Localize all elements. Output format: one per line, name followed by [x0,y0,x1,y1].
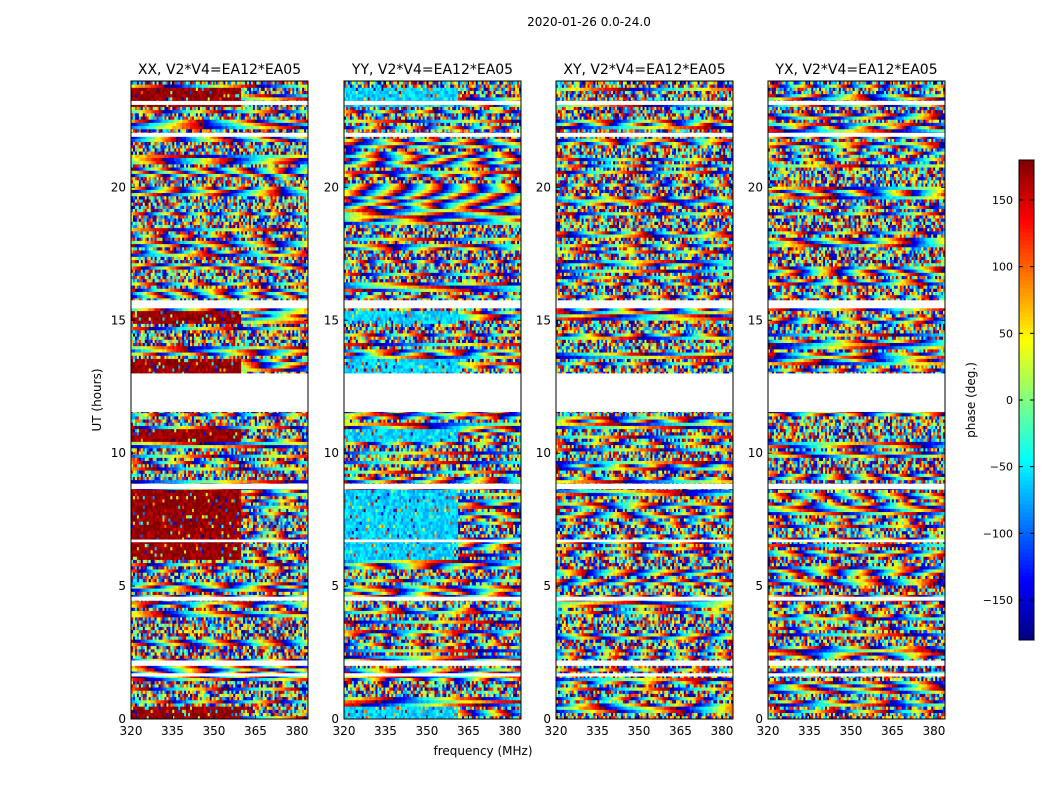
panel-3: XY, V2*V4=EA12*EA05 320 335 350 365 380 0 5 10 15… [536,62,734,738]
flagged-gap-7 [556,300,733,308]
flagged-gap-7 [768,300,945,308]
x-tick-label: 335 [798,724,821,738]
flagged-gap-3 [131,597,308,601]
flagged-gap-1 [556,673,733,676]
y-tick-label: 15 [536,313,551,327]
flagged-gap-2 [768,661,945,666]
x-tick-label: 350 [203,724,226,738]
x-tick-label: 365 [244,724,267,738]
panel-1: XX, V2*V4=EA12*EA05 320 335 350 365 380 0 5 10 15… [111,62,309,738]
y-tick-label: 10 [111,446,126,460]
flagged-gap-1 [768,673,945,676]
y-tick-label: 0 [755,712,763,726]
y-tick-label: 15 [111,313,126,327]
flagged-gap-1 [344,673,521,676]
x-tick-label: 365 [669,724,692,738]
x-tick-label: 365 [881,724,904,738]
flagged-gap-5 [131,484,308,489]
y-tick-label: 15 [748,313,763,327]
flagged-gap-7 [344,300,521,308]
colorbar-label: phase (deg.) [964,362,978,438]
flagged-gap-6 [344,373,521,412]
x-tick-label: 335 [374,724,397,738]
y-tick-label: 20 [748,180,763,194]
flagged-gap-8 [556,133,733,137]
y-tick-label: 20 [536,180,551,194]
flagged-gap-6 [556,373,733,412]
x-axis-label: frequency (MHz) [433,744,532,758]
colorbar-tick-label: 0 [1006,394,1013,407]
flagged-gap-9 [131,101,308,105]
x-tick-label: 380 [710,724,733,738]
colorbar-tick-label: 50 [999,327,1013,340]
figure-title: 2020-01-26 0.0-24.0 [527,15,651,29]
flagged-gap-8 [344,133,521,137]
colorbar-tick-label: 150 [992,194,1013,207]
y-tick-label: 15 [324,313,339,327]
y-tick-label: 20 [111,180,126,194]
y-tick-label: 5 [755,579,763,593]
x-tick-label: 380 [922,724,945,738]
y-tick-label: 10 [748,446,763,460]
flagged-gap-3 [768,597,945,601]
colorbar-tick-label: −100 [983,527,1013,540]
y-tick-label: 0 [543,712,551,726]
x-tick-label: 335 [161,724,184,738]
y-tick-label: 5 [543,579,551,593]
y-tick-label: 5 [331,579,339,593]
panel-2-title: YY, V2*V4=EA12*EA05 [351,62,513,78]
x-tick-label: 380 [498,724,521,738]
panel-1-title: XX, V2*V4=EA12*EA05 [138,62,301,78]
y-tick-label: 20 [324,180,339,194]
colorbar-tick-label: 100 [992,261,1013,274]
x-tick-label: 380 [285,724,308,738]
flagged-gap-2 [344,661,521,666]
panels: XX, V2*V4=EA12*EA05 320 335 350 365 380 0 5 10 15… [111,62,946,738]
flagged-gap-5 [344,484,521,489]
flagged-gap-4 [344,540,521,543]
colorbar-tick-label: −50 [990,461,1013,474]
x-tick-label: 365 [457,724,480,738]
flagged-gap-4 [131,540,308,543]
x-tick-label: 320 [333,724,356,738]
y-tick-label: 10 [324,446,339,460]
flagged-gap-5 [768,484,945,489]
flagged-gap-9 [768,101,945,105]
flagged-gap-4 [556,540,733,543]
panel-4: YX, V2*V4=EA12*EA05 320 335 350 365 380 0 5 10 15… [748,62,946,738]
colorbar: 150 100 50 0 −50 −100 −150 phase (deg.) [964,160,1034,641]
flagged-gap-6 [131,373,308,412]
x-tick-label: 350 [840,724,863,738]
flagged-gap-8 [131,133,308,137]
y-axis-label: UT (hours) [90,368,104,431]
panel-4-title: YX, V2*V4=EA12*EA05 [774,62,937,78]
y-tick-label: 10 [536,446,551,460]
flagged-gap-9 [556,101,733,105]
flagged-gap-4 [768,540,945,543]
flagged-gap-8 [768,133,945,137]
x-tick-label: 335 [586,724,609,738]
panel-3-title: XY, V2*V4=EA12*EA05 [563,62,725,78]
y-tick-label: 0 [331,712,339,726]
flagged-gap-2 [131,661,308,666]
x-tick-label: 320 [545,724,568,738]
flagged-gap-3 [344,597,521,601]
figure: 2020-01-26 0.0-24.0 frequency (MHz) UT (… [0,0,1050,800]
x-tick-label: 320 [757,724,780,738]
x-tick-label: 350 [628,724,651,738]
flagged-gap-2 [556,661,733,666]
flagged-gap-1 [131,673,308,676]
panel-2: YY, V2*V4=EA12*EA05 320 335 350 365 380 0 5 10 15… [324,62,522,738]
colorbar-tick-label: −150 [983,594,1013,607]
flagged-gap-7 [131,300,308,308]
x-tick-label: 320 [120,724,143,738]
y-tick-label: 5 [118,579,126,593]
flagged-gap-9 [344,101,521,105]
flagged-gap-3 [556,597,733,601]
flagged-gap-5 [556,484,733,489]
y-tick-label: 0 [118,712,126,726]
flagged-gap-6 [768,373,945,412]
x-tick-label: 350 [416,724,439,738]
